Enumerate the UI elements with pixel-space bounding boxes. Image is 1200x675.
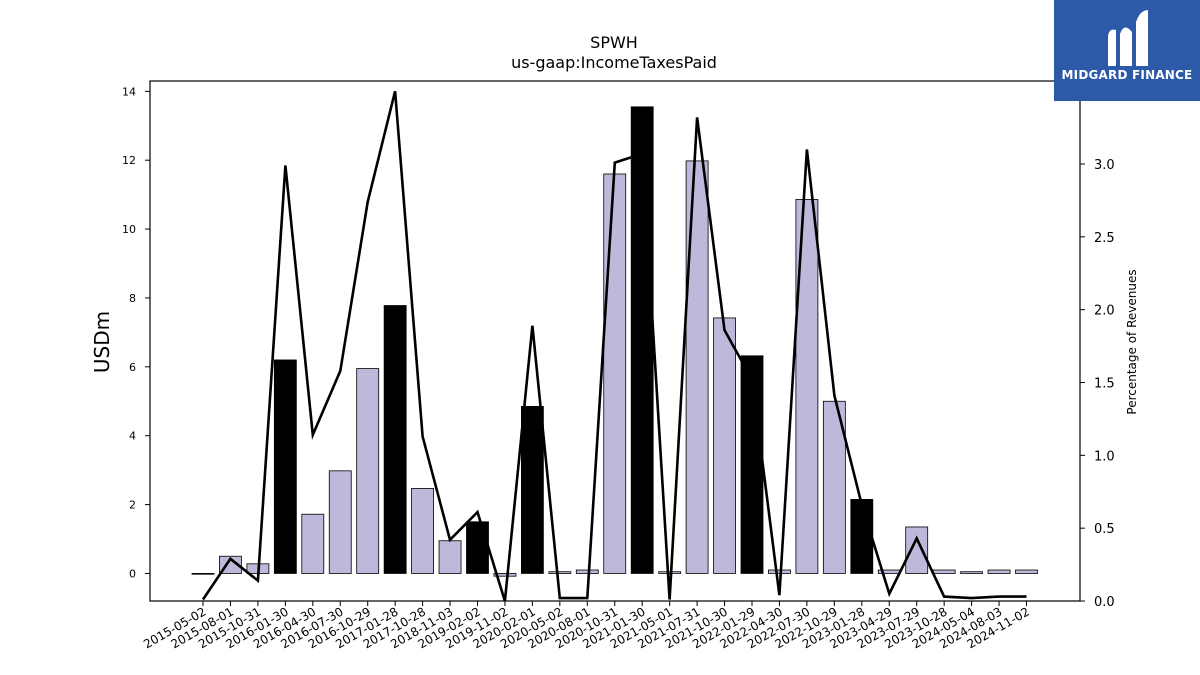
bars-group	[191, 106, 1038, 577]
bar	[356, 368, 380, 574]
y-tick-label: 2	[129, 499, 136, 512]
bar	[630, 106, 654, 574]
bar	[822, 400, 846, 574]
bar	[493, 573, 517, 577]
bar	[850, 499, 874, 574]
bar	[685, 160, 709, 574]
bar	[932, 569, 956, 574]
bar	[438, 540, 462, 574]
chart-subtitle: us-gaap:IncomeTaxesPaid	[511, 53, 717, 72]
bar	[987, 569, 1011, 574]
bar	[658, 571, 682, 574]
y2-tick-label: 0.5	[1094, 522, 1115, 537]
bar	[960, 571, 983, 574]
y-tick-label: 4	[129, 430, 136, 443]
chart-title: SPWH	[590, 33, 638, 52]
bar	[328, 470, 352, 574]
y-tick-label: 8	[129, 292, 136, 305]
y-tick-label: 14	[122, 85, 136, 98]
bar	[301, 513, 325, 574]
bar	[273, 359, 297, 574]
y2-tick-label: 0.0	[1094, 595, 1115, 610]
y-tick-label: 12	[122, 154, 136, 167]
bar	[575, 569, 599, 574]
bar	[1015, 569, 1038, 574]
bar	[411, 487, 435, 574]
line-group	[201, 90, 1027, 602]
bar	[905, 526, 929, 574]
y2-axis-label: Percentage of Revenues	[1125, 269, 1139, 414]
y2-tick-label: 3.0	[1094, 158, 1115, 173]
bar	[768, 569, 791, 574]
y2-tick-label: 1.5	[1094, 377, 1115, 392]
bar	[548, 571, 572, 574]
brand-name: MIDGARD FINANCE	[1061, 68, 1193, 82]
y2-tick-label: 1.0	[1094, 449, 1115, 464]
y2-tick-label: 2.0	[1094, 304, 1115, 319]
bar	[795, 199, 819, 574]
y-axis-label: USDm	[90, 311, 114, 373]
brand-logo: MIDGARD FINANCE	[1054, 0, 1200, 101]
percentage-line	[201, 90, 1027, 602]
y-tick-label: 0	[129, 567, 136, 580]
y-tick-label: 10	[122, 223, 136, 236]
bar	[191, 573, 215, 575]
bar	[383, 305, 407, 574]
bar	[466, 521, 489, 574]
bar	[713, 317, 736, 574]
y2-tick-label: 2.5	[1094, 231, 1115, 246]
logo-mark-icon	[1108, 10, 1148, 66]
bar	[603, 173, 627, 574]
y-tick-label: 6	[129, 361, 136, 374]
bar	[521, 406, 544, 574]
